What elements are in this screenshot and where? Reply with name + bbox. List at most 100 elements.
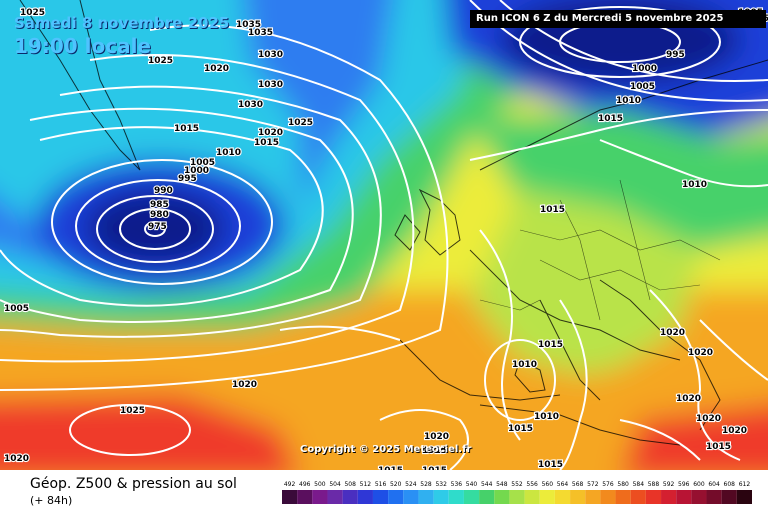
scale-swatch bbox=[645, 490, 662, 504]
scale-tick-label: 492 bbox=[284, 481, 296, 488]
scale-swatch bbox=[661, 490, 677, 504]
isobar-label: 975 bbox=[148, 222, 167, 232]
scale-tick-label: 532 bbox=[435, 481, 447, 488]
isobar-label: 1020 bbox=[4, 454, 29, 464]
scale-tick-label: 612 bbox=[739, 481, 751, 488]
isobar-label: 1000 bbox=[184, 166, 209, 176]
scale-swatch bbox=[327, 490, 343, 504]
geopotential-field bbox=[0, 0, 768, 470]
scale-tick-label: 512 bbox=[360, 481, 372, 488]
scale-tick-label: 604 bbox=[708, 481, 720, 488]
isobar-label: 1005 bbox=[4, 304, 29, 314]
isobar-label: 995 bbox=[178, 174, 197, 184]
forecast-lead-time: (+ 84h) bbox=[30, 494, 73, 507]
scale-swatch bbox=[676, 490, 692, 504]
scale-swatch bbox=[388, 490, 404, 504]
isobar-label: 1015 bbox=[422, 466, 447, 470]
isobar-label: 1035 bbox=[236, 20, 261, 30]
isobar-label: 1030 bbox=[258, 80, 283, 90]
scale-swatch bbox=[585, 490, 601, 504]
scale-swatch bbox=[479, 490, 495, 504]
isobar-label: 995 bbox=[666, 50, 685, 60]
isobar-label: 985 bbox=[150, 200, 169, 210]
scale-swatch bbox=[463, 490, 480, 504]
scale-swatch bbox=[615, 490, 631, 504]
isobar-label: 1030 bbox=[258, 50, 283, 60]
scale-swatch bbox=[570, 490, 586, 504]
scale-tick-label: 576 bbox=[602, 481, 614, 488]
scale-tick-label: 544 bbox=[481, 481, 493, 488]
scale-swatch bbox=[433, 490, 449, 504]
scale-swatch bbox=[691, 490, 707, 504]
model-run-label: Run ICON 6 Z du Mercredi 5 novembre 2025 bbox=[470, 10, 766, 28]
scale-tick-label: 584 bbox=[633, 481, 645, 488]
isobar-label: 1020 bbox=[722, 426, 747, 436]
scale-swatch bbox=[736, 490, 752, 504]
scale-tick-label: 572 bbox=[587, 481, 599, 488]
scale-tick-label: 564 bbox=[557, 481, 569, 488]
scale-swatch bbox=[342, 490, 358, 504]
isobar-label: 1025 bbox=[288, 118, 313, 128]
scale-swatch bbox=[539, 490, 555, 504]
isobar-label: 1020 bbox=[696, 414, 721, 424]
scale-swatch bbox=[509, 490, 525, 504]
isobar-label: 1015 bbox=[538, 460, 563, 470]
isobar-label: 1025 bbox=[20, 8, 45, 18]
scale-tick-label: 496 bbox=[299, 481, 311, 488]
isobar-label: 1020 bbox=[676, 394, 701, 404]
scale-tick-label: 520 bbox=[390, 481, 402, 488]
scale-tick-label: 580 bbox=[617, 481, 629, 488]
isobar-label: 1005 bbox=[190, 158, 215, 168]
scale-tick-label: 568 bbox=[572, 481, 584, 488]
scale-tick-label: 540 bbox=[466, 481, 478, 488]
isobar-label: 1020 bbox=[660, 328, 685, 338]
isobar-label: 980 bbox=[150, 210, 169, 220]
isobar-label: 1020 bbox=[424, 432, 449, 442]
borders bbox=[479, 179, 721, 321]
isobar-label: 1015 bbox=[508, 424, 533, 434]
scale-tick-label: 552 bbox=[511, 481, 523, 488]
scale-tick-label: 524 bbox=[405, 481, 417, 488]
isobar-label: 1015 bbox=[174, 124, 199, 134]
isobar-label: 1020 bbox=[204, 64, 229, 74]
scale-tick-label: 596 bbox=[678, 481, 690, 488]
isobar-label: 990 bbox=[154, 186, 173, 196]
isobar-label: 1010 bbox=[616, 96, 641, 106]
scale-tick-label: 536 bbox=[451, 481, 463, 488]
isobar-label: 1025 bbox=[148, 56, 173, 66]
forecast-time: 19:00 locale bbox=[14, 34, 151, 58]
scale-tick-label: 508 bbox=[344, 481, 356, 488]
isobar-label: 1015 bbox=[422, 446, 447, 456]
isobar-label: 1010 bbox=[216, 148, 241, 158]
copyright-notice: Copyright © 2025 Meteociel.fr bbox=[300, 444, 472, 455]
isobar-label: 1035 bbox=[248, 28, 273, 38]
scale-swatch bbox=[600, 490, 616, 504]
isobar-label: 1015 bbox=[598, 114, 623, 124]
isobar-label: 1015 bbox=[706, 442, 731, 452]
scale-swatch bbox=[494, 490, 510, 504]
scale-tick-label: 556 bbox=[526, 481, 538, 488]
isobar-label: 1010 bbox=[534, 412, 559, 422]
scale-swatch bbox=[524, 490, 540, 504]
coastlines bbox=[19, 0, 768, 446]
scale-tick-label: 528 bbox=[420, 481, 432, 488]
scale-tick-label: 600 bbox=[693, 481, 705, 488]
isobar-label: 1015 bbox=[254, 138, 279, 148]
scale-tick-label: 588 bbox=[648, 481, 660, 488]
scale-tick-label: 608 bbox=[724, 481, 736, 488]
scale-tick-label: 592 bbox=[663, 481, 675, 488]
isobar-label: 1000 bbox=[632, 64, 657, 74]
scale-swatch bbox=[721, 490, 737, 504]
forecast-date: Samedi 8 novembre 2025 bbox=[14, 14, 230, 32]
scale-swatch bbox=[312, 490, 328, 504]
color-scale-legend: 492 496 500 504 508 512 516 520 524 528 532 536 540 5… bbox=[282, 481, 752, 504]
scale-tick-label: 548 bbox=[496, 481, 508, 488]
isobar-label: 1020 bbox=[688, 348, 713, 358]
isobar-label: 1015 bbox=[540, 205, 565, 215]
scale-swatch bbox=[448, 490, 464, 504]
scale-tick-label: 500 bbox=[314, 481, 326, 488]
scale-swatch bbox=[282, 490, 298, 504]
